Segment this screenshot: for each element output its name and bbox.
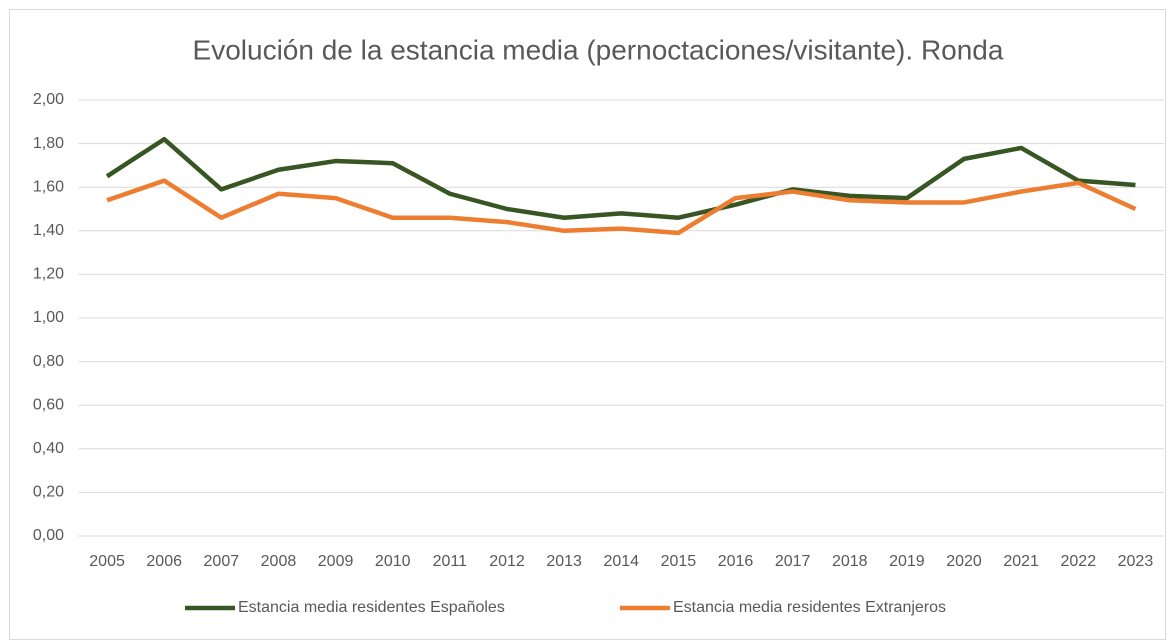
y-tick-label: 1,00 [33,309,64,326]
x-tick-label: 2018 [832,553,868,570]
legend-label: Estancia media residentes Extranjeros [673,599,946,616]
y-tick-label: 0,40 [33,440,64,457]
y-tick-label: 0,60 [33,396,64,413]
y-tick-label: 0,00 [33,527,64,544]
y-tick-label: 1,40 [33,222,64,239]
x-tick-label: 2009 [318,553,354,570]
x-tick-label: 2006 [146,553,182,570]
x-tick-label: 2022 [1061,553,1097,570]
y-tick-label: 1,20 [33,266,64,283]
x-tick-label: 2014 [603,553,639,570]
x-tick-label: 2017 [775,553,811,570]
x-tick-label: 2008 [261,553,297,570]
legend-label: Estancia media residentes Españoles [238,599,505,616]
x-tick-label: 2013 [546,553,582,570]
x-tick-label: 2020 [946,553,982,570]
data-line [106,178,1137,236]
x-tick-label: 2012 [489,553,525,570]
y-tick-label: 1,60 [33,178,64,195]
data-line [105,136,1136,220]
x-tick-label: 2005 [89,553,125,570]
chart-title: Evolución de la estancia media (pernocta… [193,34,1004,65]
y-tick-label: 0,20 [33,484,64,501]
x-tick-label: 2015 [661,553,697,570]
y-tick-label: 2,00 [33,91,64,108]
y-tick-label: 1,80 [33,135,64,152]
y-tick-label: 0,80 [33,353,64,370]
x-tick-label: 2011 [433,553,468,570]
x-tick-label: 2010 [375,553,411,570]
x-tick-label: 2023 [1118,553,1154,570]
x-tick-label: 2021 [1003,553,1039,570]
chart-frame [9,9,1166,640]
x-tick-label: 2019 [889,553,925,570]
x-tick-label: 2007 [204,553,240,570]
x-tick-label: 2016 [718,553,754,570]
